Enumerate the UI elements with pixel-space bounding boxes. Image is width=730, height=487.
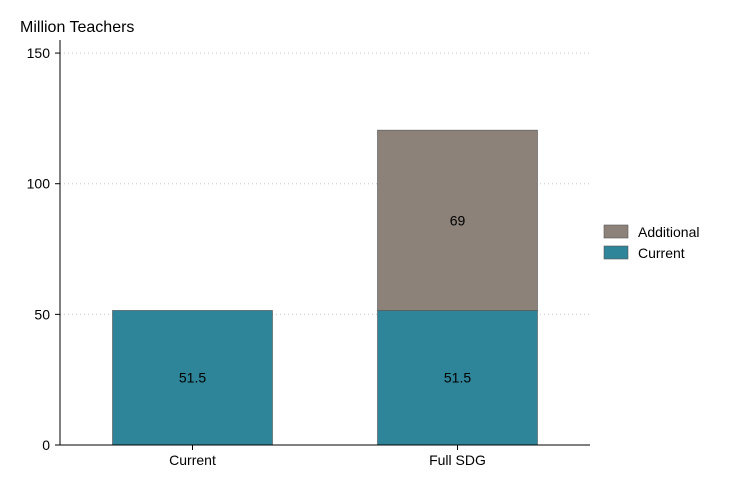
bar-segment	[377, 129, 538, 311]
ticks: 0 50 100 150 Current Full SDG	[27, 45, 486, 468]
legend-swatch	[603, 224, 629, 239]
bars	[112, 129, 538, 446]
x-tick-label: Full SDG	[429, 452, 486, 468]
legend: Additional Current	[603, 224, 700, 261]
y-tick-label: 0	[42, 437, 50, 453]
y-tick-label: 150	[27, 45, 51, 61]
bar-segment	[112, 310, 273, 446]
bar-value-label: 51.5	[179, 370, 206, 386]
bar-segment	[377, 310, 538, 446]
bar-value-label: 69	[450, 212, 466, 228]
x-tick-label: Current	[169, 452, 216, 468]
legend-swatch	[603, 245, 629, 260]
y-tick-label: 100	[27, 176, 51, 192]
y-tick-label: 50	[34, 306, 50, 322]
data-labels: 51.5 51.5 69	[179, 212, 471, 385]
axes: Million Teachers	[20, 19, 590, 446]
bar-value-label: 51.5	[444, 370, 471, 386]
legend-label: Current	[638, 245, 685, 261]
y-axis-title: Million Teachers	[20, 19, 134, 36]
legend-label: Additional	[638, 224, 700, 240]
